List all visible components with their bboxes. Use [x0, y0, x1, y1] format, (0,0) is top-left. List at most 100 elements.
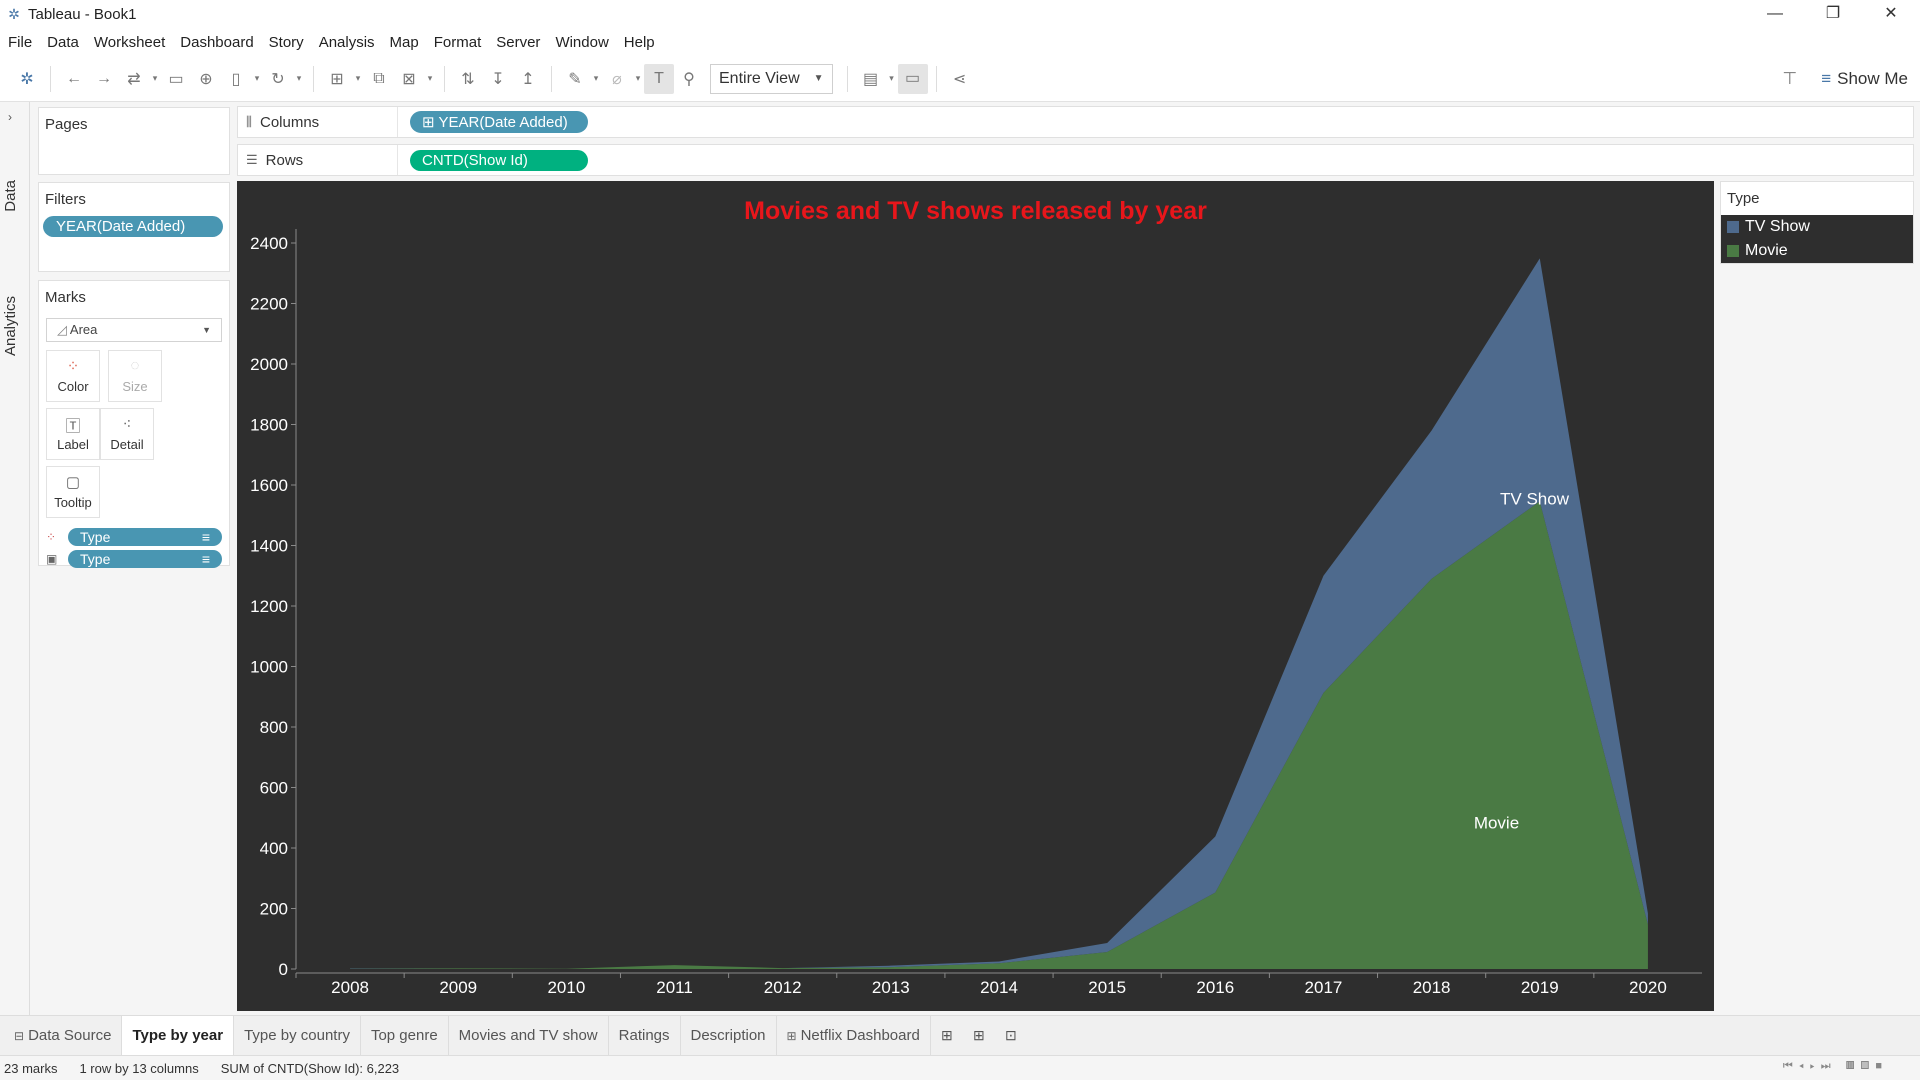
status-nav-controls[interactable]: ⏮◂▸⏭ ▦▤■	[1782, 1060, 1888, 1072]
rows-pill[interactable]: CNTD(Show Id)	[410, 149, 588, 171]
data-source-tab[interactable]: ⊟ Data Source	[4, 1015, 123, 1056]
tab-description[interactable]: Description	[681, 1015, 777, 1056]
sort-icon: ≡	[201, 551, 210, 567]
show-me-button[interactable]: Show Me	[1837, 69, 1908, 88]
rows-icon: ☰	[246, 152, 258, 167]
fit-dropdown[interactable]: Entire View ▼	[710, 63, 833, 94]
y-tick-label: 0	[279, 960, 288, 979]
save-icon[interactable]: ▭	[168, 70, 184, 88]
marks-field-pill-type[interactable]: Type ≡	[68, 550, 222, 568]
menu-dashboard[interactable]: Dashboard	[180, 33, 254, 51]
chevron-right-icon[interactable]: ›	[8, 110, 12, 124]
color-card-label: Color	[57, 379, 89, 394]
rows-shelf[interactable]: ☰ Rows CNTD(Show Id)	[237, 144, 1914, 176]
x-tick-label: 2017	[1305, 978, 1343, 997]
area-chart[interactable]: 0 200 400 600 800 1000 1200 1400 1600 1800 2000 220…	[237, 181, 1714, 1011]
menu-data[interactable]: Data	[47, 33, 79, 51]
new-dashboard-tab-icon[interactable]: ⊞	[972, 1027, 985, 1043]
detail-icon: ⁖	[122, 416, 132, 433]
dropdown-caret-icon[interactable]: ▾	[635, 73, 641, 83]
analytics-tab[interactable]: Analytics	[2, 296, 19, 357]
menu-map[interactable]: Map	[389, 33, 419, 51]
mark-type-dropdown[interactable]: ◿ Area ▼	[46, 318, 222, 342]
minimize-button[interactable]: —	[1767, 5, 1783, 22]
chart-view[interactable]: Movies and TV shows released by year 0 20…	[237, 181, 1714, 1011]
clear-sheet-icon[interactable]: ⊠	[402, 70, 416, 88]
columns-shelf[interactable]: ⫼ Columns ⊞ YEAR(Date Added)	[237, 106, 1914, 138]
tab-type-by-year[interactable]: Type by year	[122, 1015, 235, 1056]
size-card[interactable]: ◌ Size	[108, 350, 162, 402]
dropdown-caret-icon[interactable]: ▾	[889, 73, 894, 83]
sort-ascending-icon[interactable]: ↧	[491, 70, 505, 88]
dropdown-caret-icon[interactable]: ▾	[152, 73, 158, 83]
share-icon[interactable]: ⋖	[952, 70, 967, 88]
x-tick-label: 2020	[1629, 978, 1667, 997]
tooltip-card[interactable]: ▢ Tooltip	[46, 466, 100, 518]
duplicate-sheet-icon[interactable]: ⧉	[373, 69, 385, 87]
x-tick-label: 2019	[1521, 978, 1559, 997]
dropdown-caret-icon[interactable]: ▾	[593, 73, 599, 83]
window-title: Tableau - Book1	[28, 5, 137, 23]
tab-netflix-dashboard[interactable]: ⊞ Netflix Dashboard	[777, 1015, 931, 1056]
show-hide-cards-icon[interactable]: ▤	[862, 70, 879, 88]
group-members-icon[interactable]: ⌀	[612, 70, 622, 88]
y-tick-label: 600	[260, 779, 288, 798]
tab-ratings[interactable]: Ratings	[609, 1015, 681, 1056]
pin-icon[interactable]: ⊤	[1782, 69, 1798, 88]
toolbar-divider	[313, 65, 314, 92]
rows-label: Rows	[265, 151, 304, 169]
new-data-source-icon[interactable]: ⊕	[199, 70, 213, 88]
color-card[interactable]: ⁘ Color	[46, 350, 100, 402]
pages-shelf[interactable]: Pages	[38, 107, 230, 175]
filter-pill-year[interactable]: YEAR(Date Added)	[43, 216, 223, 237]
redo-icon[interactable]: →	[96, 69, 112, 87]
size-icon: ◌	[130, 357, 140, 374]
dropdown-caret-icon[interactable]: ▾	[355, 73, 361, 83]
dropdown-caret-icon[interactable]: ▾	[427, 73, 433, 83]
menu-server[interactable]: Server	[496, 33, 541, 51]
legend-item-movie[interactable]: Movie	[1721, 239, 1913, 263]
marks-field-pill-type[interactable]: Type ≡	[68, 528, 222, 546]
restore-button[interactable]: ❐	[1825, 5, 1841, 22]
tab-top-genre[interactable]: Top genre	[361, 1015, 449, 1056]
toolbar: ✲ ← → ⇄ ▾ ▭ ⊕ ▯ ▾ ↻ ▾ ⊞ ▾ ⧉ ⊠ ▾ ⇅ ↧ ↥ ✎ …	[0, 56, 1920, 102]
legend-item-tv-show[interactable]: TV Show	[1721, 215, 1913, 239]
toolbar-divider	[846, 65, 848, 92]
columns-pill[interactable]: ⊞ YEAR(Date Added)	[410, 111, 588, 133]
detail-card[interactable]: ⁖ Detail	[100, 408, 154, 460]
menu-window[interactable]: Window	[555, 33, 609, 51]
filters-shelf[interactable]: Filters YEAR(Date Added)	[38, 182, 230, 272]
menu-file[interactable]: File	[8, 33, 33, 51]
x-tick-label: 2012	[764, 978, 802, 997]
tableau-home-icon[interactable]: ✲	[20, 70, 34, 88]
pause-updates-icon[interactable]: ▯	[231, 70, 241, 88]
new-worksheet-icon[interactable]: ⊞	[330, 70, 344, 88]
tab-movies-and-tv-show[interactable]: Movies and TV show	[449, 1015, 609, 1056]
fix-axes-icon[interactable]: ⚲	[683, 70, 695, 88]
new-story-tab-icon[interactable]: ⊡	[1004, 1027, 1017, 1043]
tab-type-by-country[interactable]: Type by country	[234, 1015, 361, 1056]
close-button[interactable]: ✕	[1884, 5, 1898, 22]
columns-pill-label: YEAR(Date Added)	[438, 114, 568, 131]
swap-rows-columns-icon[interactable]: ⇅	[461, 70, 475, 88]
menu-story[interactable]: Story	[268, 33, 304, 51]
menu-analysis[interactable]: Analysis	[318, 33, 375, 51]
presentation-mode-icon[interactable]: ▭	[897, 63, 928, 94]
new-worksheet-tab-icon[interactable]: ⊞	[940, 1027, 953, 1043]
label-card[interactable]: 🅃 Label	[46, 408, 100, 460]
x-tick-label: 2010	[547, 978, 585, 997]
chevron-down-icon: ▼	[202, 325, 211, 335]
refresh-icon[interactable]: ↻	[271, 70, 285, 88]
undo-icon[interactable]: ←	[66, 69, 82, 87]
replay-icon[interactable]: ⇄	[127, 70, 141, 88]
sort-descending-icon[interactable]: ↥	[521, 70, 535, 88]
dropdown-caret-icon[interactable]: ▾	[296, 73, 302, 83]
y-tick-label: 1600	[250, 476, 288, 495]
dropdown-caret-icon[interactable]: ▾	[254, 73, 260, 83]
menu-help[interactable]: Help	[623, 33, 655, 51]
data-tab[interactable]: Data	[2, 180, 19, 212]
show-mark-labels-icon[interactable]: T	[644, 63, 674, 94]
menu-worksheet[interactable]: Worksheet	[93, 33, 166, 51]
menu-format[interactable]: Format	[433, 33, 482, 51]
highlight-icon[interactable]: ✎	[568, 70, 582, 88]
